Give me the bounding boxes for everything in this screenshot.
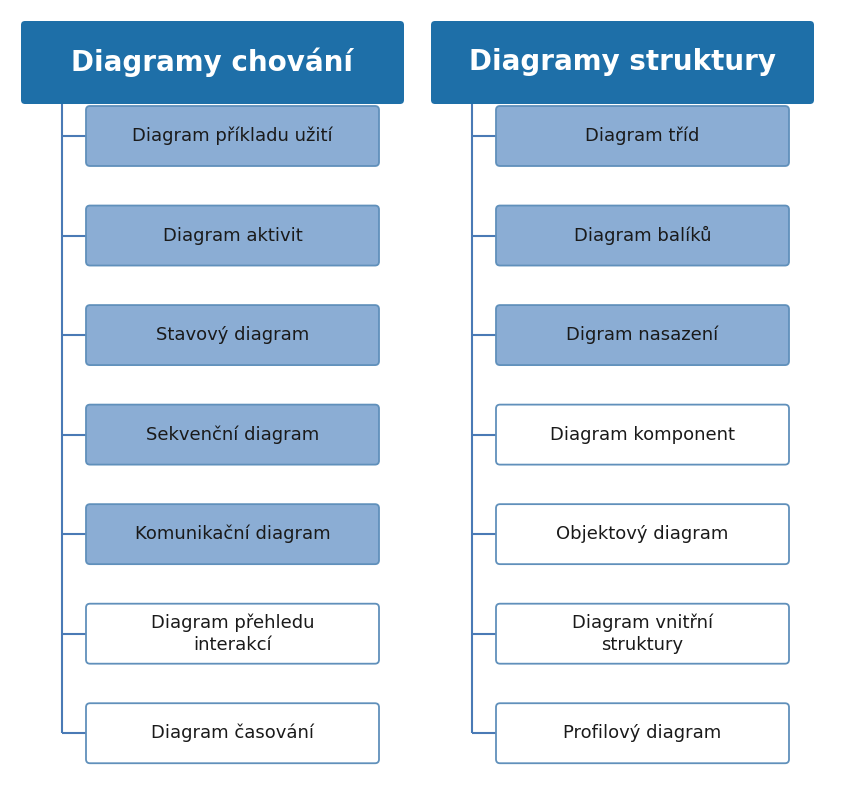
Text: Digram nasazení: Digram nasazení — [566, 326, 718, 344]
Text: Diagram příkladu užití: Diagram příkladu užití — [132, 127, 333, 145]
FancyBboxPatch shape — [86, 604, 379, 664]
Text: Diagram tříd: Diagram tříd — [585, 127, 700, 145]
Text: Sekvenční diagram: Sekvenční diagram — [145, 425, 319, 444]
FancyBboxPatch shape — [496, 206, 789, 266]
Text: Profilový diagram: Profilový diagram — [563, 724, 722, 743]
Text: Diagramy struktury: Diagramy struktury — [469, 49, 776, 77]
FancyBboxPatch shape — [496, 405, 789, 465]
Text: Diagram aktivit: Diagram aktivit — [162, 227, 303, 244]
FancyBboxPatch shape — [21, 21, 404, 104]
Text: Diagramy chování: Diagramy chování — [71, 48, 353, 77]
Text: Objektový diagram: Objektový diagram — [556, 525, 728, 543]
FancyBboxPatch shape — [496, 106, 789, 166]
FancyBboxPatch shape — [86, 206, 379, 266]
FancyBboxPatch shape — [86, 504, 379, 564]
Text: Diagram balíků: Diagram balíků — [574, 226, 711, 245]
Text: Komunikační diagram: Komunikační diagram — [135, 525, 331, 543]
FancyBboxPatch shape — [431, 21, 814, 104]
FancyBboxPatch shape — [496, 305, 789, 365]
FancyBboxPatch shape — [496, 703, 789, 763]
Text: Diagram přehledu
interakcí: Diagram přehledu interakcí — [151, 614, 315, 654]
FancyBboxPatch shape — [86, 106, 379, 166]
FancyBboxPatch shape — [496, 504, 789, 564]
FancyBboxPatch shape — [86, 703, 379, 763]
Text: Diagram komponent: Diagram komponent — [550, 425, 735, 444]
Text: Diagram časování: Diagram časování — [151, 724, 314, 743]
FancyBboxPatch shape — [86, 405, 379, 465]
Text: Stavový diagram: Stavový diagram — [156, 326, 309, 344]
FancyBboxPatch shape — [496, 604, 789, 664]
Text: Diagram vnitřní
struktury: Diagram vnitřní struktury — [572, 614, 713, 654]
FancyBboxPatch shape — [86, 305, 379, 365]
